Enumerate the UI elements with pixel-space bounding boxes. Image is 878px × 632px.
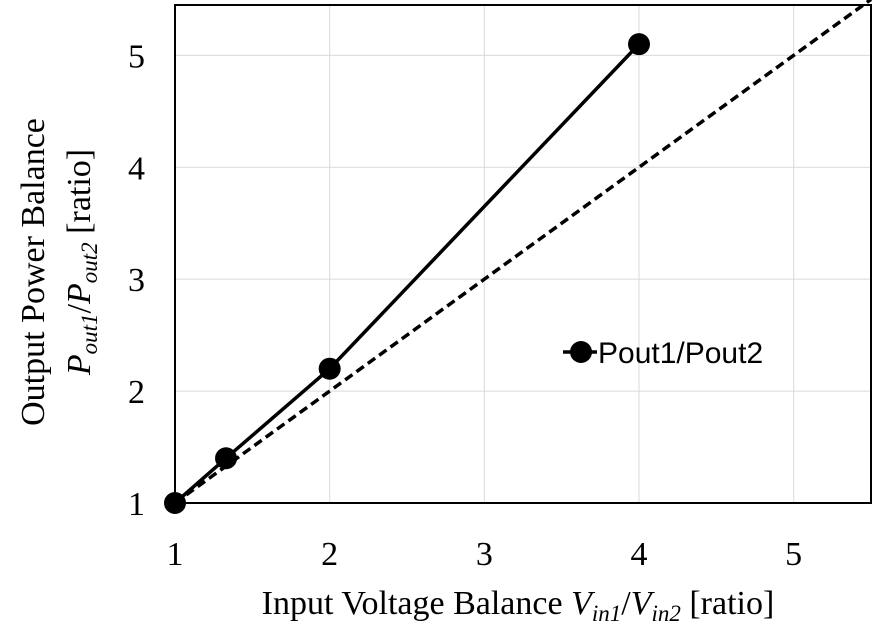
y-title-sub2: out2 <box>77 242 102 283</box>
y-title-sym2: P <box>61 283 98 305</box>
data-point <box>318 357 341 380</box>
legend-marker <box>570 341 592 363</box>
plot-frame <box>174 4 872 504</box>
y-title-unit: [ratio] <box>61 149 98 242</box>
y-tick-label: 5 <box>128 38 145 75</box>
y-axis-title-line2: Pout1/Pout2 [ratio] <box>61 149 102 376</box>
y-tick-label: 1 <box>128 486 145 523</box>
y-tick-label: 2 <box>128 374 145 411</box>
x-title-sub1: in1 <box>592 601 621 626</box>
x-tick-labels: 1 2 3 4 5 <box>167 536 803 573</box>
series-line <box>173 42 641 505</box>
reference-dashed-line <box>173 0 873 505</box>
x-tick-label: 4 <box>631 536 648 573</box>
data-point <box>628 33 650 56</box>
x-tick-label: 3 <box>476 536 493 573</box>
x-title-sep: / <box>621 585 631 622</box>
legend: Pout1/Pout2 <box>563 337 763 370</box>
x-tick-label: 2 <box>321 536 338 573</box>
y-title-sym1: P <box>61 354 98 376</box>
data-point <box>215 447 238 470</box>
y-title-sep: / <box>61 303 98 313</box>
x-title-unit: [ratio] <box>681 585 774 622</box>
y-tick-labels: 1 2 3 4 5 <box>128 38 145 523</box>
y-axis-title-line1: Output Power Balance <box>15 118 52 426</box>
x-tick-label: 5 <box>785 536 802 573</box>
x-title-main: Input Voltage Balance <box>262 585 571 622</box>
y-tick-label: 3 <box>128 262 145 299</box>
x-title-sub2: in2 <box>651 601 680 626</box>
x-tick-label: 1 <box>167 536 184 573</box>
y-title-sub1: out1 <box>77 313 102 354</box>
legend-label: Pout1/Pout2 <box>598 337 763 370</box>
series-layer <box>164 0 873 514</box>
y-tick-label: 4 <box>128 150 145 187</box>
x-axis-title: Input Voltage Balance Vin1/Vin2 [ratio] <box>262 585 775 626</box>
